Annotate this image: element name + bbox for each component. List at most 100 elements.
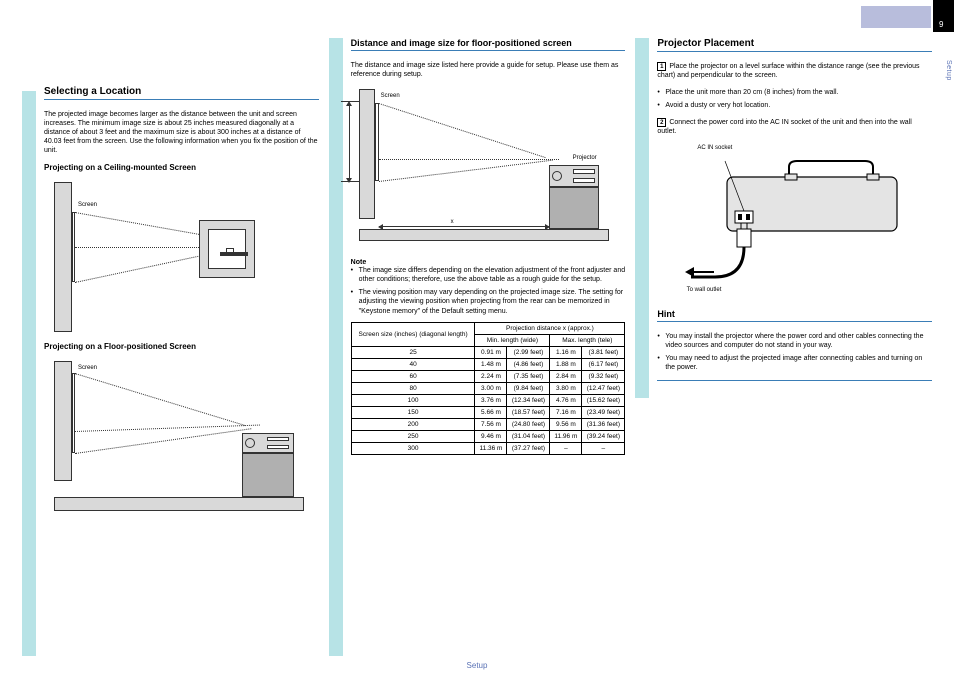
table-row: 602.24 m(7.35 feet)2.84 m(9.32 feet) bbox=[351, 370, 625, 382]
note-text: The image size differs depending on the … bbox=[359, 266, 626, 284]
intro-text: The distance and image size listed here … bbox=[351, 61, 626, 79]
table-cell: 300 bbox=[351, 442, 475, 454]
bullet-text: Avoid a dusty or very hot location. bbox=[665, 101, 770, 110]
subhead-floor: Projecting on a Floor-positioned Screen bbox=[44, 342, 319, 351]
section-title: Selecting a Location bbox=[44, 86, 319, 97]
column-accent bbox=[22, 91, 36, 656]
hint-text: You may need to adjust the projected ima… bbox=[665, 354, 932, 372]
page-footer: Setup bbox=[0, 661, 954, 670]
subhead-ceiling: Projecting on a Ceiling-mounted Screen bbox=[44, 163, 319, 172]
th-size: Screen size (inches) (diagonal length) bbox=[351, 322, 475, 346]
column-accent bbox=[635, 38, 649, 398]
table-cell: 0.91 m bbox=[475, 346, 507, 358]
bullet: •Avoid a dusty or very hot location. bbox=[657, 101, 932, 110]
table-row: 30011.36 m(37.27 feet)–– bbox=[351, 442, 625, 454]
table-row: 803.00 m(9.84 feet)3.80 m(12.47 feet) bbox=[351, 382, 625, 394]
table-cell: 150 bbox=[351, 406, 475, 418]
page-edge: 9 bbox=[933, 0, 954, 32]
x-label: x bbox=[451, 219, 454, 225]
note-label: Note bbox=[351, 259, 626, 266]
table-cell: (18.57 feet) bbox=[507, 406, 550, 418]
table-cell: (12.47 feet) bbox=[582, 382, 625, 394]
column-1: Selecting a Location The projected image… bbox=[22, 38, 319, 656]
table-cell: 1.88 m bbox=[550, 358, 582, 370]
screen-label-2: Screen bbox=[78, 365, 97, 371]
table-cell: 7.56 m bbox=[475, 418, 507, 430]
table-row: 250.91 m(2.99 feet)1.16 m(3.81 feet) bbox=[351, 346, 625, 358]
table-cell: (15.62 feet) bbox=[582, 394, 625, 406]
projector-label: Projector bbox=[573, 155, 597, 161]
table-row: 2509.46 m(31.04 feet)11.96 m(39.24 feet) bbox=[351, 430, 625, 442]
bullet: •Place the unit more than 20 cm (8 inche… bbox=[657, 88, 932, 97]
table-cell: 80 bbox=[351, 382, 475, 394]
table-row: 1505.66 m(18.57 feet)7.16 m(23.49 feet) bbox=[351, 406, 625, 418]
table-cell: (12.34 feet) bbox=[507, 394, 550, 406]
hint-title: Hint bbox=[657, 309, 932, 319]
diagram-distance: Screen x Projector bbox=[351, 89, 611, 249]
table-cell: 9.56 m bbox=[550, 418, 582, 430]
table-row: 1003.76 m(12.34 feet)4.76 m(15.62 feet) bbox=[351, 394, 625, 406]
table-cell: (6.17 feet) bbox=[582, 358, 625, 370]
section-title: Projector Placement bbox=[657, 38, 932, 49]
table-cell: 60 bbox=[351, 370, 475, 382]
table-cell: 4.76 m bbox=[550, 394, 582, 406]
table-cell: 5.66 m bbox=[475, 406, 507, 418]
ac-in-label: AC IN socket bbox=[697, 145, 932, 151]
intro-text: The projected image becomes larger as th… bbox=[44, 110, 319, 155]
table-cell: 11.96 m bbox=[550, 430, 582, 442]
step-2: 2Connect the power cord into the AC IN s… bbox=[657, 118, 932, 136]
page-number: 9 bbox=[939, 20, 943, 29]
table-cell: 3.00 m bbox=[475, 382, 507, 394]
table-cell: 3.80 m bbox=[550, 382, 582, 394]
table-cell: (23.49 feet) bbox=[582, 406, 625, 418]
table-cell: (24.80 feet) bbox=[507, 418, 550, 430]
table-cell: (31.04 feet) bbox=[507, 430, 550, 442]
table-cell: 11.36 m bbox=[475, 442, 507, 454]
hint-rule-end bbox=[657, 380, 932, 381]
side-label: Setup bbox=[945, 60, 952, 81]
table-cell: (39.24 feet) bbox=[582, 430, 625, 442]
table-cell: 40 bbox=[351, 358, 475, 370]
hint-rule bbox=[657, 321, 932, 322]
table-cell: (2.99 feet) bbox=[507, 346, 550, 358]
column-accent bbox=[329, 38, 343, 656]
table-cell: 200 bbox=[351, 418, 475, 430]
th-min: Min. length (wide) bbox=[475, 334, 550, 346]
table-cell: 25 bbox=[351, 346, 475, 358]
table-cell: (9.32 feet) bbox=[582, 370, 625, 382]
step-1: 1Place the projector on a level surface … bbox=[657, 62, 932, 80]
title-rule bbox=[657, 51, 932, 52]
column-3: Projector Placement 1Place the projector… bbox=[635, 38, 932, 656]
step-num: 2 bbox=[657, 118, 666, 127]
hint-text: You may install the projector where the … bbox=[665, 332, 932, 350]
th-dist: Projection distance x (approx.) bbox=[475, 322, 625, 334]
step-num: 1 bbox=[657, 62, 666, 71]
page-columns: Selecting a Location The projected image… bbox=[22, 38, 932, 656]
step-text: Place the projector on a level surface w… bbox=[657, 63, 919, 79]
hint-bullet: •You may need to adjust the projected im… bbox=[657, 354, 932, 372]
note-text: The viewing position may vary depending … bbox=[359, 288, 626, 315]
th-max: Max. length (tele) bbox=[550, 334, 625, 346]
table-cell: (7.35 feet) bbox=[507, 370, 550, 382]
table-cell: (9.84 feet) bbox=[507, 382, 550, 394]
table-cell: (3.81 feet) bbox=[582, 346, 625, 358]
title-rule bbox=[351, 50, 626, 51]
table-row: 401.48 m(4.86 feet)1.88 m(6.17 feet) bbox=[351, 358, 625, 370]
hint-bullet: •You may install the projector where the… bbox=[657, 332, 932, 350]
note-bullet: •The image size differs depending on the… bbox=[351, 266, 626, 284]
note-bullet: •The viewing position may vary depending… bbox=[351, 288, 626, 315]
table-cell: – bbox=[582, 442, 625, 454]
section-tab bbox=[861, 6, 931, 28]
table-cell: 7.16 m bbox=[550, 406, 582, 418]
table-cell: 100 bbox=[351, 394, 475, 406]
step-text: Connect the power cord into the AC IN so… bbox=[657, 119, 911, 135]
table-cell: 2.24 m bbox=[475, 370, 507, 382]
table-row: 2007.56 m(24.80 feet)9.56 m(31.36 feet) bbox=[351, 418, 625, 430]
table-cell: (31.36 feet) bbox=[582, 418, 625, 430]
bullet-text: Place the unit more than 20 cm (8 inches… bbox=[665, 88, 838, 97]
arrow-to-outlet bbox=[685, 267, 714, 277]
column-2: Distance and image size for floor-positi… bbox=[329, 38, 626, 656]
table-cell: 9.46 m bbox=[475, 430, 507, 442]
diagram-power: To wall outlet bbox=[685, 159, 905, 299]
table-cell: (4.86 feet) bbox=[507, 358, 550, 370]
